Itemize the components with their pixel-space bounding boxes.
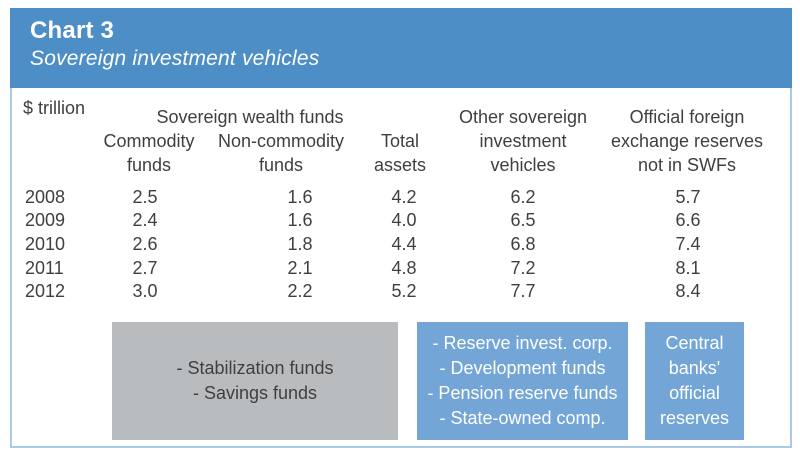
value-total-assets: 5.2 <box>391 281 417 301</box>
table-row-2008: 2008 2.5 1.6 4.2 6.2 5.7 <box>12 187 790 210</box>
value-official-reserves: 8.4 <box>675 281 701 301</box>
chart-header: Chart 3 Sovereign investment vehicles <box>10 8 792 88</box>
chart-body: $ trillion Sovereign wealth funds Commod… <box>10 88 792 448</box>
value-non-commodity: 1.6 <box>287 187 313 207</box>
legend-line: banks' <box>668 358 721 378</box>
value-other-vehicles: 6.2 <box>510 187 536 207</box>
legend-line: - Pension reserve funds <box>427 383 618 403</box>
column-group-header-swf: Sovereign wealth funds <box>156 107 344 127</box>
value-other-vehicles: 7.7 <box>510 281 536 301</box>
legend-line: official <box>669 383 720 403</box>
row-year: 2010 <box>25 234 66 254</box>
row-year: 2009 <box>25 210 66 230</box>
row-year: 2011 <box>25 258 64 278</box>
value-official-reserves: 5.7 <box>675 187 701 207</box>
column-header-non-commodity-funds: Non-commodity funds <box>217 131 345 175</box>
value-total-assets: 4.2 <box>391 187 417 207</box>
legend-line: - Development funds <box>439 358 606 378</box>
value-official-reserves: 6.6 <box>675 210 701 230</box>
column-header-total-assets: Total assets <box>373 131 427 175</box>
value-official-reserves: 7.4 <box>675 234 701 254</box>
legend-line: reserves <box>659 408 730 428</box>
legend-line: Central <box>665 333 724 353</box>
unit-label: $ trillion <box>23 98 86 118</box>
value-commodity: 3.0 <box>132 281 158 301</box>
legend-line: - Stabilization funds <box>176 358 334 378</box>
value-other-vehicles: 7.2 <box>510 258 536 278</box>
chart-title: Sovereign investment vehicles <box>30 47 320 70</box>
row-year: 2012 <box>25 281 66 301</box>
legend-swf-types-box: - Stabilization funds - Savings funds <box>112 322 398 440</box>
table-row-2012: 2012 3.0 2.2 5.2 7.7 8.4 <box>12 281 790 304</box>
table-row-2010: 2010 2.6 1.8 4.4 6.8 7.4 <box>12 234 790 257</box>
value-non-commodity: 2.1 <box>287 258 313 278</box>
legend-line: - Reserve invest. corp. <box>432 333 613 353</box>
value-commodity: 2.7 <box>132 258 158 278</box>
value-other-vehicles: 6.5 <box>510 210 536 230</box>
value-non-commodity: 1.6 <box>287 210 313 230</box>
column-header-other-sovereign-vehicles: Other sovereign investment vehicles <box>458 107 588 175</box>
row-year: 2008 <box>25 187 66 207</box>
value-other-vehicles: 6.8 <box>510 234 536 254</box>
legend-central-bank-reserves-box: Central banks' official reserves <box>645 322 744 440</box>
value-commodity: 2.6 <box>132 234 158 254</box>
value-commodity: 2.4 <box>132 210 158 230</box>
column-header-commodity-funds: Commodity funds <box>103 131 195 175</box>
value-non-commodity: 2.2 <box>287 281 313 301</box>
value-non-commodity: 1.8 <box>287 234 313 254</box>
table-row-2011: 2011 2.7 2.1 4.8 7.2 8.1 <box>12 258 790 281</box>
value-total-assets: 4.4 <box>391 234 417 254</box>
value-total-assets: 4.0 <box>391 210 417 230</box>
legend-line: - State-owned comp. <box>439 408 606 428</box>
value-commodity: 2.5 <box>132 187 158 207</box>
legend-other-vehicles-box: - Reserve invest. corp. - Development fu… <box>417 322 628 440</box>
chart-number: Chart 3 <box>30 17 115 44</box>
value-total-assets: 4.8 <box>391 258 417 278</box>
legend-line: - Savings funds <box>192 383 318 403</box>
table-row-2009: 2009 2.4 1.6 4.0 6.5 6.6 <box>12 210 790 233</box>
chart-panel: Chart 3 Sovereign investment vehicles $ … <box>10 8 792 448</box>
value-official-reserves: 8.1 <box>675 258 701 278</box>
column-header-official-reserves: Official foreign exchange reserves not i… <box>610 107 764 175</box>
